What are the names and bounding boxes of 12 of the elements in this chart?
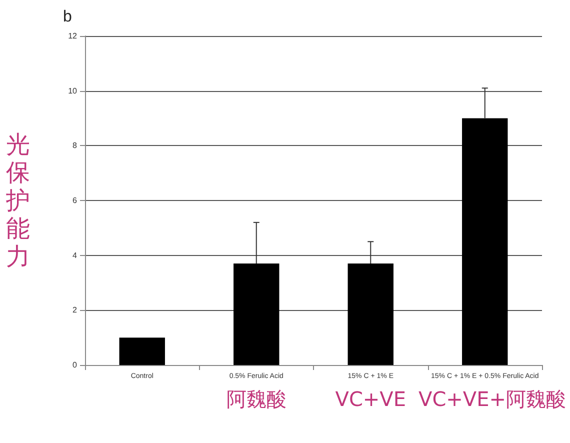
text: VC+VE <box>335 387 406 411</box>
y-tick-label: 12 <box>68 32 78 40</box>
y-tick-label: 2 <box>72 306 78 315</box>
y-tick-label: 8 <box>72 141 78 150</box>
y-tick-label: 0 <box>72 360 78 370</box>
chart-title: b <box>63 8 72 26</box>
text: 阿魏酸 <box>226 387 286 411</box>
y-tick-label: 10 <box>68 86 78 96</box>
y-axis-title: 光保护能力 <box>5 130 30 270</box>
y-tick-label: 6 <box>72 196 78 205</box>
text: VC+VE+阿魏酸 <box>418 387 566 411</box>
y-tick-label: 4 <box>72 250 78 260</box>
